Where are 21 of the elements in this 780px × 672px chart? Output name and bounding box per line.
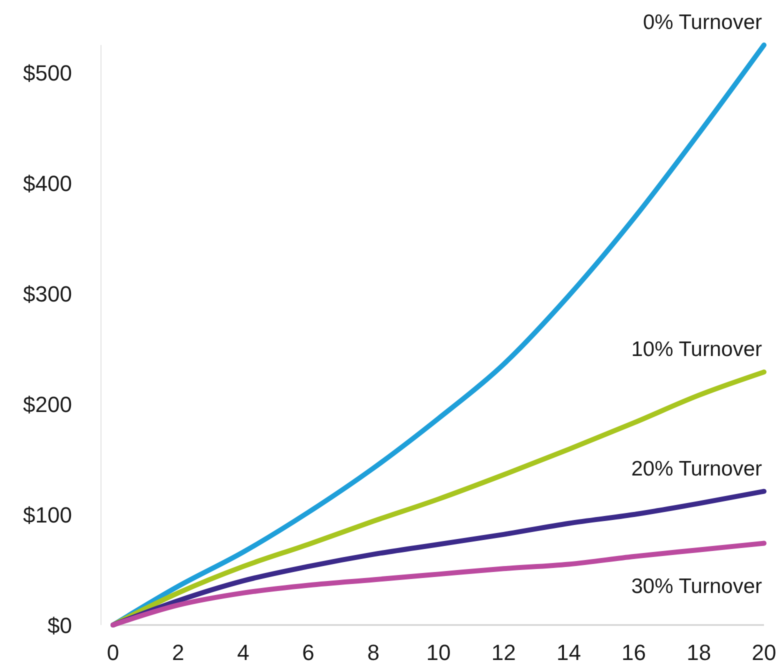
y-tick-label: $0 — [48, 613, 72, 638]
x-tick-label: 20 — [752, 640, 776, 665]
x-tick-label: 12 — [491, 640, 516, 665]
x-tick-label: 8 — [367, 640, 380, 665]
series-label: 0% Turnover — [642, 11, 762, 34]
x-tick-label: 6 — [302, 640, 314, 665]
y-tick-label: $200 — [23, 392, 72, 418]
y-tick-label: $100 — [23, 502, 72, 528]
x-tick-label: 16 — [622, 640, 646, 665]
series-label: 10% Turnover — [631, 338, 762, 362]
x-tick-label: 18 — [686, 640, 712, 665]
x-tick-label: 14 — [556, 640, 581, 665]
y-tick-label: $500 — [23, 60, 72, 86]
series-label: 30% Turnover — [631, 575, 762, 598]
y-tick-label: $400 — [23, 171, 72, 196]
x-tick-label: 10 — [426, 640, 451, 665]
x-tick-label: 2 — [172, 640, 184, 665]
series-label: 20% Turnover — [631, 457, 762, 480]
x-tick-label: 4 — [237, 640, 250, 665]
y-tick-label: $300 — [23, 282, 72, 307]
x-tick-label: 0 — [106, 640, 120, 665]
